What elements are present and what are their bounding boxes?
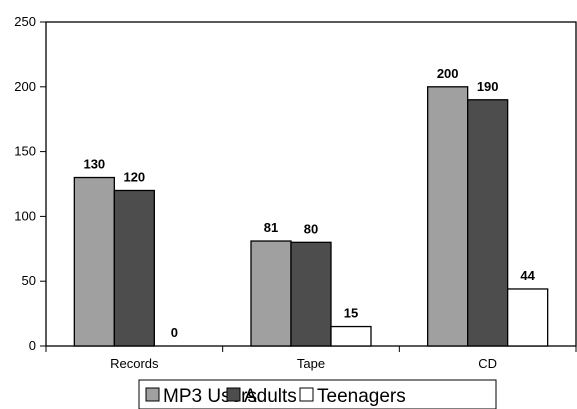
data-label-teenagers-tape: 15 — [344, 306, 358, 321]
y-tick-label-0: 0 — [29, 338, 36, 353]
x-tick-label-tape: Tape — [297, 356, 325, 371]
data-label-adults-cd: 190 — [477, 79, 499, 94]
y-tick-label-100: 100 — [14, 208, 36, 223]
bar-mp3-users-cd — [427, 86, 469, 347]
bar-adults-tape — [290, 241, 332, 347]
bar-teenagers-cd — [507, 288, 549, 347]
data-label-teenagers-records: 0 — [171, 325, 178, 340]
bar-mp3-users-tape — [250, 240, 292, 347]
data-label-adults-records: 120 — [123, 169, 145, 184]
data-label-mp3-users-cd: 200 — [437, 66, 459, 81]
data-label-mp3-users-records: 130 — [83, 157, 105, 172]
data-label-adults-tape: 80 — [304, 221, 318, 236]
y-tick-label-50: 50 — [22, 273, 36, 288]
bar-teenagers-tape — [330, 325, 372, 347]
data-label-teenagers-cd: 44 — [520, 268, 535, 283]
data-label-mp3-users-tape: 81 — [264, 220, 278, 235]
legend-swatch-mp3-users — [145, 387, 160, 402]
y-tick-label-150: 150 — [14, 144, 36, 159]
y-tick-label-200: 200 — [14, 79, 36, 94]
bar-mp3-users-records — [73, 176, 115, 347]
legend-swatch-teenagers — [299, 387, 314, 402]
legend-label-adults: Adults — [244, 386, 297, 407]
bar-adults-records — [113, 189, 155, 347]
x-tick-label-cd: CD — [478, 356, 497, 371]
bar-adults-cd — [467, 99, 509, 347]
x-tick-label-records: Records — [110, 356, 159, 371]
legend-swatch-adults — [226, 387, 241, 402]
plot-area: 0 50 100 150 200 250 Records Tape CD 130 120 0 81 80 1… — [14, 14, 577, 371]
legend-label-teenagers: Teenagers — [317, 386, 406, 407]
y-tick-label-250: 250 — [14, 14, 36, 29]
legend-box — [138, 379, 497, 409]
legend-label-mp3-users: MP3 Users — [163, 386, 257, 407]
